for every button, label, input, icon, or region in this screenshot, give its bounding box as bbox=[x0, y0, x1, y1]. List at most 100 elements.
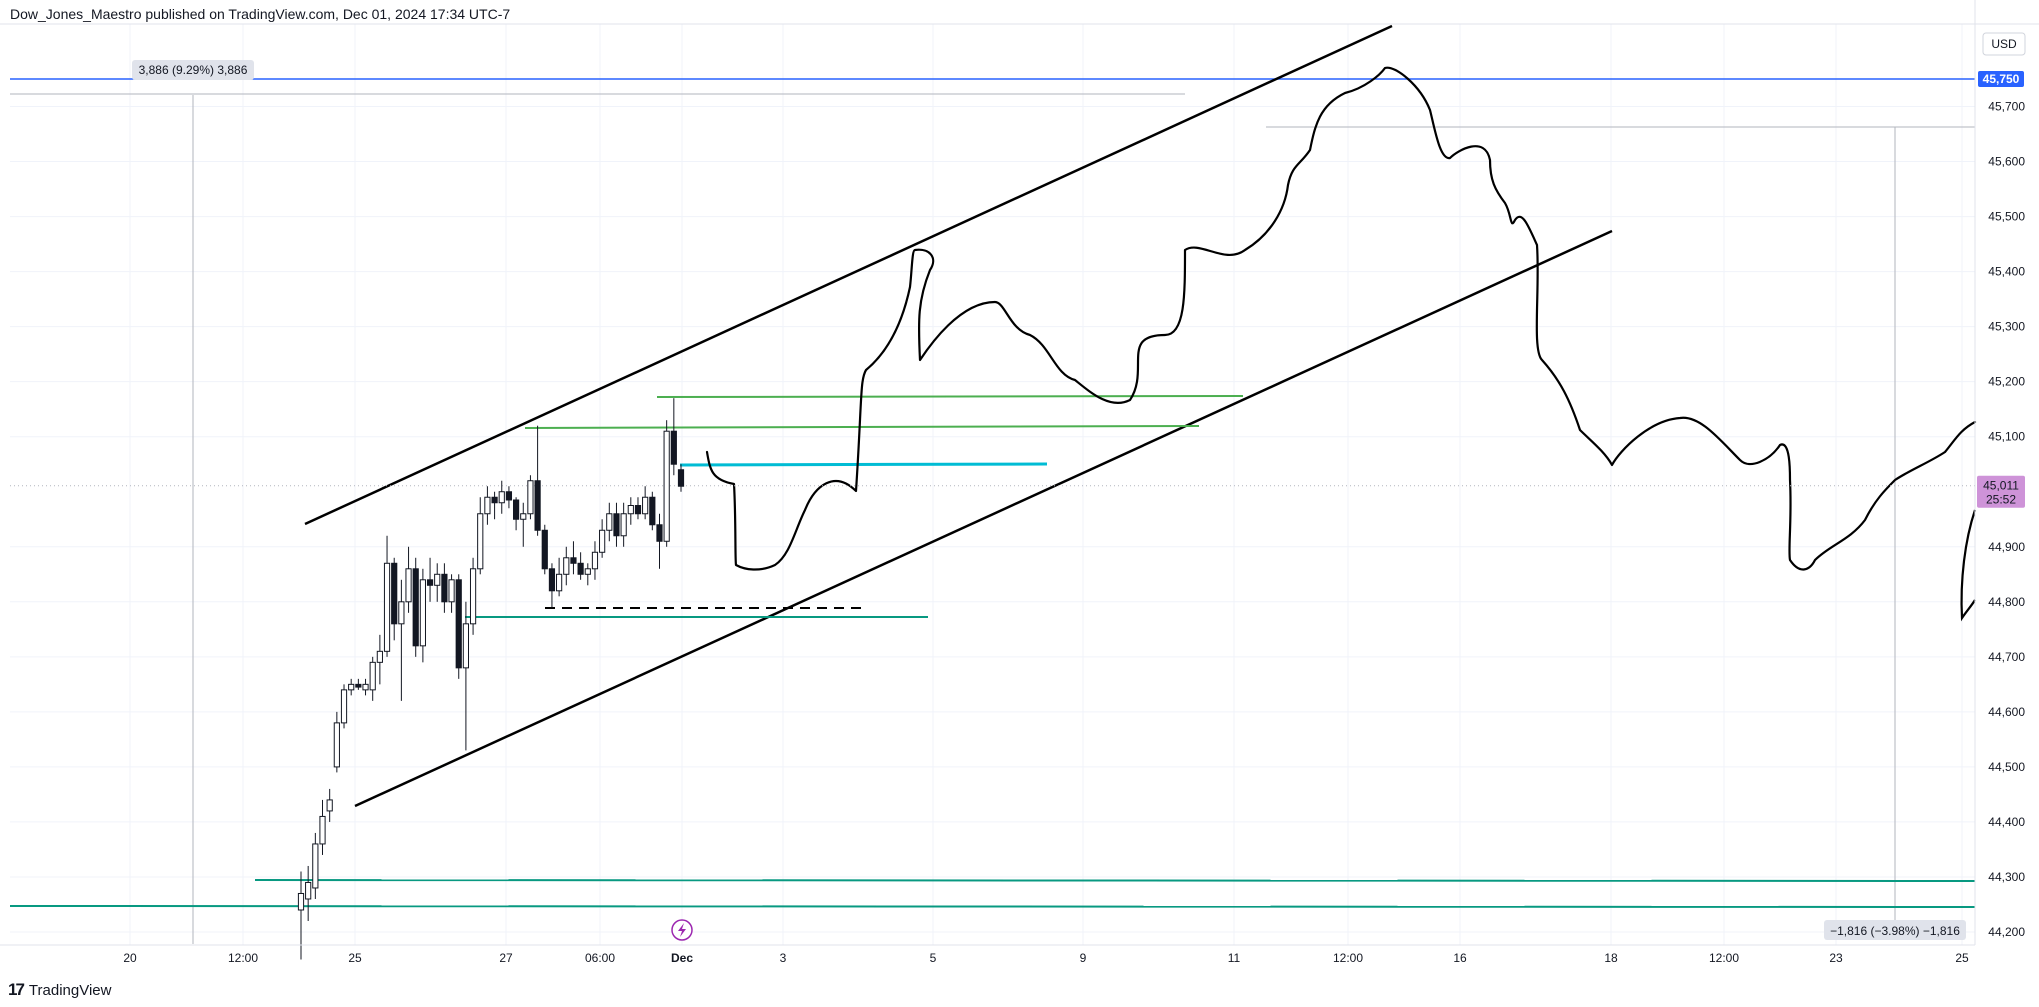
x-tick-label: 18 bbox=[1604, 951, 1618, 965]
candle-body bbox=[319, 815, 326, 845]
y-tick-label: 44,200 bbox=[1988, 925, 2025, 939]
measure-top-label: 3,886 (9.29%) 3,886 bbox=[139, 63, 248, 77]
y-tick-label: 45,600 bbox=[1988, 155, 2025, 169]
candle-body bbox=[398, 601, 405, 625]
candle-body bbox=[627, 505, 634, 515]
blue-level-badge bbox=[1978, 71, 2024, 87]
candle-body bbox=[326, 799, 333, 812]
currency-badge bbox=[1982, 32, 2026, 56]
last-price-badge bbox=[1977, 475, 2025, 508]
candle-body bbox=[441, 573, 448, 603]
y-tick-label: 44,900 bbox=[1988, 540, 2025, 554]
green-level-2 bbox=[524, 425, 1200, 429]
x-tick-label: 16 bbox=[1453, 951, 1467, 965]
x-tick-label: 25 bbox=[1955, 951, 1969, 965]
candle-body bbox=[556, 573, 563, 592]
candle-body bbox=[670, 430, 677, 465]
x-tick-label: 27 bbox=[499, 951, 513, 965]
candle-body bbox=[512, 499, 520, 520]
y-tick-label: 45,200 bbox=[1988, 375, 2025, 389]
x-tick-label: 12:00 bbox=[1709, 951, 1739, 965]
candle-body bbox=[333, 722, 340, 768]
candle-body bbox=[448, 579, 455, 603]
candle-body bbox=[649, 496, 656, 526]
candle-body bbox=[584, 568, 591, 575]
y-tick-label: 44,300 bbox=[1988, 870, 2025, 884]
candle-body bbox=[606, 513, 613, 531]
tradingview-brand-label: TradingView bbox=[28, 981, 112, 999]
lightning-icon bbox=[678, 923, 686, 937]
currency-label: USD bbox=[1991, 37, 2017, 51]
y-tick-label: 45,500 bbox=[1988, 210, 2025, 224]
candle-body bbox=[383, 562, 391, 652]
candle-body bbox=[469, 568, 477, 625]
candle-body bbox=[484, 496, 491, 515]
candle-body bbox=[462, 623, 470, 669]
projection-path-end bbox=[1960, 509, 1977, 622]
candle-body bbox=[455, 579, 462, 669]
candle-body bbox=[405, 568, 412, 603]
candle-body bbox=[634, 505, 642, 515]
candle-body bbox=[340, 689, 348, 724]
measure-bottom-label: −1,816 (−3.98%) −1,816 bbox=[1830, 924, 1960, 938]
x-tick-label: 9 bbox=[1080, 951, 1087, 965]
candle-body bbox=[563, 557, 570, 575]
chart-annotations: 3,886 (9.29%) 3,886 −1,816 (−3.98%) −1,81… bbox=[9, 24, 1977, 944]
tradingview-logo-icon: 17 bbox=[8, 980, 25, 999]
projection-path bbox=[705, 66, 1977, 571]
x-tick-label: 25 bbox=[348, 951, 362, 965]
publisher-header: Dow_Jones_Maestro published on TradingVi… bbox=[10, 6, 511, 22]
candle-body bbox=[527, 480, 534, 515]
blue-level-label: 45,750 bbox=[1983, 72, 2020, 86]
x-tick-label: 12:00 bbox=[228, 951, 258, 965]
candle-body bbox=[656, 524, 663, 542]
candle-body bbox=[548, 568, 556, 592]
x-tick-label: 23 bbox=[1829, 951, 1843, 965]
x-tick-label: 11 bbox=[1228, 951, 1241, 965]
candle-body bbox=[613, 513, 620, 537]
candle-body bbox=[419, 579, 426, 647]
cyan-level bbox=[679, 462, 1048, 467]
x-tick-label: 3 bbox=[780, 951, 787, 965]
countdown-label: 25:52 bbox=[1986, 493, 2016, 507]
candle-body bbox=[434, 573, 441, 586]
candle-body bbox=[520, 513, 527, 520]
x-tick-label: Dec bbox=[671, 951, 693, 965]
candle-body bbox=[541, 529, 548, 570]
y-tick-label: 44,400 bbox=[1988, 815, 2025, 829]
candle-body bbox=[534, 480, 541, 531]
candlestick-series bbox=[297, 398, 685, 960]
last-price-label: 45,011 bbox=[1983, 479, 2019, 493]
candle-body bbox=[491, 496, 498, 504]
measure-bottom-badge bbox=[1824, 920, 1966, 940]
green-level-1 bbox=[656, 395, 1244, 398]
x-tick-label: 20 bbox=[123, 951, 137, 965]
y-tick-label: 45,300 bbox=[1988, 320, 2025, 334]
y-tick-label: 44,500 bbox=[1988, 760, 2025, 774]
candle-body bbox=[348, 683, 355, 691]
candle-body bbox=[577, 562, 584, 575]
teal-bottom-line-1 bbox=[254, 879, 1976, 882]
measure-top-badge bbox=[132, 60, 254, 80]
candle-body bbox=[312, 843, 319, 889]
candle-body bbox=[498, 491, 505, 504]
teal-bottom-line-2 bbox=[9, 905, 1976, 908]
candle-body bbox=[620, 513, 627, 537]
y-tick-label: 44,600 bbox=[1988, 705, 2025, 719]
candle-body bbox=[426, 579, 434, 586]
x-tick-label: 06:00 bbox=[585, 951, 615, 965]
tradingview-logo[interactable]: 17 TradingView bbox=[8, 980, 111, 1000]
candle-body bbox=[591, 551, 599, 570]
candle-body bbox=[505, 491, 513, 501]
candle-body bbox=[391, 562, 398, 625]
y-tick-label: 45,100 bbox=[1988, 430, 2025, 444]
candle-body bbox=[297, 892, 305, 911]
candle-body bbox=[642, 496, 649, 515]
candle-body bbox=[355, 683, 362, 688]
candle-body bbox=[677, 469, 685, 487]
candle-body bbox=[376, 650, 383, 663]
y-tick-label: 45,400 bbox=[1988, 265, 2025, 279]
candle-body bbox=[369, 661, 376, 691]
candle-body bbox=[570, 557, 577, 564]
